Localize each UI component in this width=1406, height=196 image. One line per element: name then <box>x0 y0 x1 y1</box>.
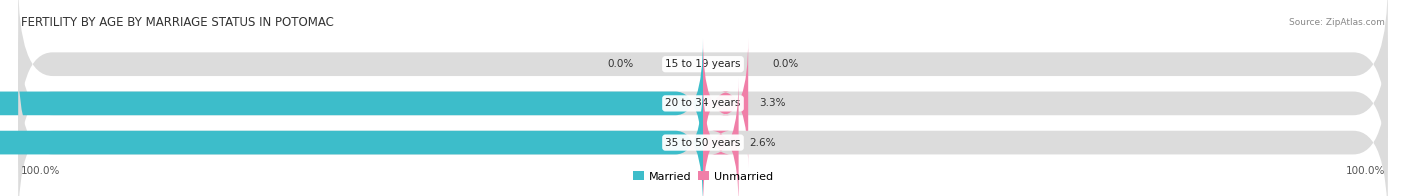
Text: 0.0%: 0.0% <box>607 59 634 69</box>
FancyBboxPatch shape <box>703 39 748 168</box>
FancyBboxPatch shape <box>703 78 738 196</box>
Text: 0.0%: 0.0% <box>772 59 799 69</box>
Text: FERTILITY BY AGE BY MARRIAGE STATUS IN POTOMAC: FERTILITY BY AGE BY MARRIAGE STATUS IN P… <box>21 16 333 29</box>
Text: 15 to 19 years: 15 to 19 years <box>665 59 741 69</box>
FancyBboxPatch shape <box>18 20 1388 187</box>
Text: 2.6%: 2.6% <box>749 138 776 148</box>
Text: 20 to 34 years: 20 to 34 years <box>665 98 741 108</box>
FancyBboxPatch shape <box>18 59 1388 196</box>
Text: 35 to 50 years: 35 to 50 years <box>665 138 741 148</box>
FancyBboxPatch shape <box>18 0 1388 148</box>
Legend: Married, Unmarried: Married, Unmarried <box>628 167 778 186</box>
Text: 100.0%: 100.0% <box>21 165 60 176</box>
FancyBboxPatch shape <box>0 78 703 196</box>
FancyBboxPatch shape <box>0 39 703 168</box>
Text: Source: ZipAtlas.com: Source: ZipAtlas.com <box>1289 18 1385 27</box>
Text: 3.3%: 3.3% <box>759 98 786 108</box>
Text: 100.0%: 100.0% <box>1346 165 1385 176</box>
